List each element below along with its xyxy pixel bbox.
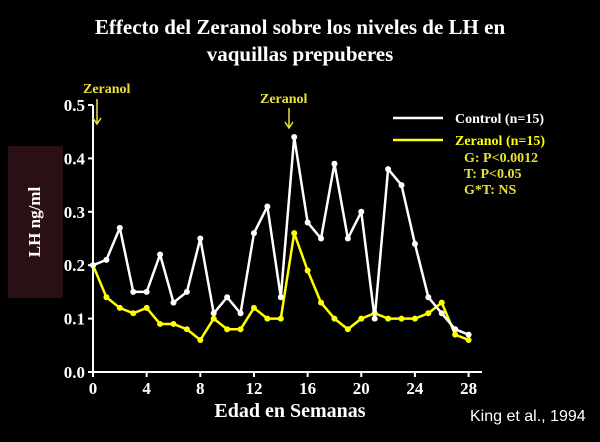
annotation-label-zeranol: Zeranol	[83, 82, 131, 97]
data-point-zeranol	[103, 294, 110, 301]
data-point-zeranol	[130, 310, 137, 317]
data-point-zeranol	[197, 336, 204, 343]
annotation-arrow-head	[92, 117, 102, 126]
data-point-zeranol	[277, 315, 284, 322]
data-point-control	[438, 310, 445, 317]
y-tick-label: 0.4	[64, 149, 86, 168]
y-axis-label-background	[8, 146, 63, 298]
data-point-control	[452, 326, 459, 333]
data-point-zeranol	[157, 320, 164, 327]
x-tick-label: 20	[353, 379, 370, 398]
x-tick-label: 0	[89, 379, 98, 398]
data-point-zeranol	[183, 326, 190, 333]
x-tick-label: 16	[299, 379, 316, 398]
data-point-control	[157, 251, 164, 258]
data-point-zeranol	[116, 304, 123, 311]
data-point-zeranol	[438, 299, 445, 306]
data-point-zeranol	[344, 326, 351, 333]
y-tick-label: 0.3	[64, 203, 85, 222]
data-point-zeranol	[331, 315, 338, 322]
data-point-control	[197, 235, 204, 242]
data-point-control	[331, 160, 338, 167]
x-tick-label: 28	[460, 379, 477, 398]
data-point-control	[90, 262, 96, 269]
x-tick-label: 24	[406, 379, 424, 398]
data-point-control	[103, 256, 110, 263]
annotation-label-zeranol: Zeranol	[260, 92, 308, 107]
series-line-control	[92, 135, 470, 336]
stat-time: T: P<0.05	[464, 167, 522, 182]
x-tick-label: 4	[142, 379, 151, 398]
y-tick-label: 0.5	[64, 96, 85, 115]
data-point-zeranol	[264, 315, 271, 322]
title-line-2: vaquillas prepuberes	[206, 42, 394, 66]
data-point-zeranol	[224, 326, 231, 333]
data-point-control	[425, 294, 432, 301]
data-point-control	[183, 288, 190, 295]
data-point-control	[344, 235, 351, 242]
data-point-zeranol	[291, 230, 298, 237]
data-point-control	[210, 310, 217, 317]
data-point-control	[304, 219, 311, 226]
data-point-control	[358, 208, 365, 215]
stat-interaction: G*T: NS	[464, 183, 517, 198]
data-point-control	[291, 134, 298, 141]
data-point-zeranol	[318, 299, 325, 306]
y-tick-label: 0.2	[64, 256, 85, 275]
data-point-control	[465, 331, 472, 338]
data-point-zeranol	[452, 331, 459, 338]
data-point-zeranol	[465, 336, 472, 343]
stat-group: G: P<0.0012	[464, 151, 539, 166]
data-point-zeranol	[210, 315, 217, 322]
data-point-control	[385, 166, 392, 173]
data-point-zeranol	[398, 315, 405, 322]
data-point-zeranol	[411, 315, 418, 322]
legend-label-control: Control (n=15)	[455, 112, 544, 127]
data-point-zeranol	[170, 320, 177, 327]
x-axis-label: Edad en Semanas	[214, 400, 366, 422]
data-point-control	[318, 235, 325, 242]
data-point-control	[143, 288, 150, 295]
data-point-control	[264, 203, 271, 210]
legend-label-zeranol: Zeranol (n=15)	[455, 134, 545, 149]
data-point-zeranol	[425, 310, 432, 317]
data-point-zeranol	[385, 315, 392, 322]
data-point-control	[130, 288, 137, 295]
data-point-zeranol	[250, 304, 257, 311]
y-tick-label: 0.1	[64, 310, 85, 329]
y-tick-label: 0.0	[64, 363, 85, 382]
annotation-arrow-head	[284, 121, 294, 130]
data-point-control	[224, 294, 231, 301]
statistics-block: G: P<0.0012 T: P<0.05 G*T: NS	[464, 151, 538, 199]
data-point-control	[398, 182, 405, 189]
chart-title: Effecto del Zeranol sobre los niveles de…	[0, 14, 600, 68]
title-line-1: Effecto del Zeranol sobre los niveles de…	[94, 15, 506, 39]
data-point-control	[116, 224, 123, 231]
data-point-control	[411, 240, 418, 247]
data-point-control	[170, 299, 177, 306]
x-tick-label: 8	[196, 379, 205, 398]
x-tick-label: 12	[245, 379, 262, 398]
citation: King et al., 1994	[470, 408, 586, 425]
data-point-zeranol	[358, 315, 365, 322]
data-point-zeranol	[143, 304, 150, 311]
data-point-control	[237, 310, 244, 317]
data-point-control	[277, 294, 284, 301]
data-point-control	[371, 315, 378, 322]
data-point-zeranol	[237, 326, 244, 333]
data-point-zeranol	[304, 267, 311, 274]
data-point-control	[250, 230, 257, 237]
